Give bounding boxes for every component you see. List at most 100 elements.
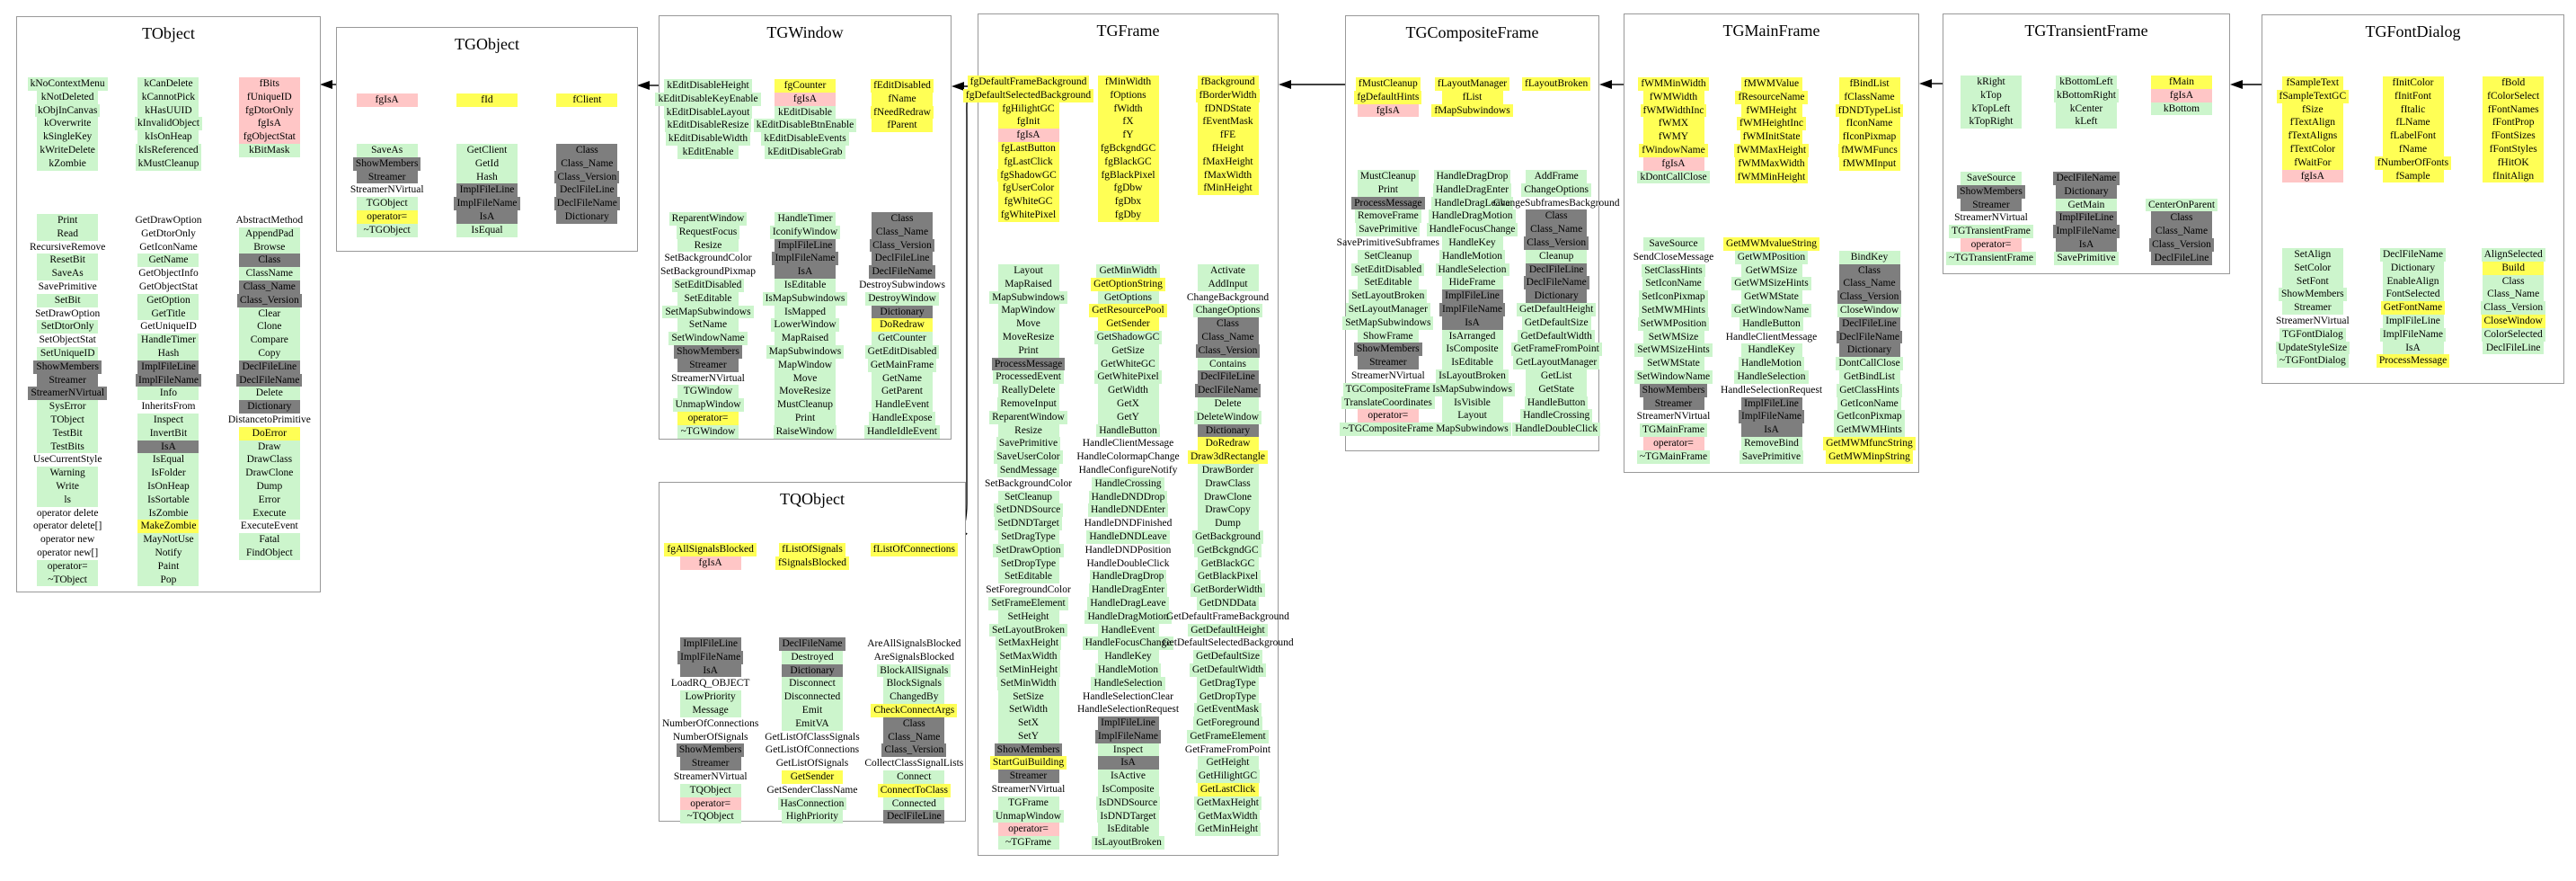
method-label: SetMapSubwindows xyxy=(1342,316,1434,330)
method-label: GetLayoutManager xyxy=(1513,356,1600,369)
members-column: fMWMValue fResourceName fWMHeight fWMHeight… xyxy=(1722,77,1820,184)
method-label: Inspect xyxy=(137,413,199,427)
members-column: fBold fColorSelect fFontNames fFontProp fFon… xyxy=(2463,76,2563,183)
method-label: LowerWindow xyxy=(771,318,839,333)
data-member-entry: fgLastClick xyxy=(997,155,1059,169)
data-member-entry: fLName xyxy=(2382,116,2444,130)
method-label: IsEqual xyxy=(456,223,518,237)
method-label: Class_Version xyxy=(1837,290,1902,304)
method-label: IsEqual xyxy=(137,453,199,467)
method-label: IsMapped xyxy=(775,305,836,319)
method-entry: SendCloseMessage xyxy=(1631,251,1716,264)
method-label: SavePrimitive xyxy=(38,280,97,292)
method-entry: DoRedraw xyxy=(872,318,933,333)
method-entry: SaveAs xyxy=(356,144,418,157)
method-entry: Class xyxy=(1838,263,1900,278)
data-member-entry: fgUserColor xyxy=(997,182,1059,196)
method-entry: GetLastClick xyxy=(1197,783,1259,796)
method-entry: AlignSelected xyxy=(2481,248,2545,262)
method-label: TGFrame xyxy=(997,796,1059,810)
method-entry: HandleDragEnter xyxy=(1088,583,1168,597)
method-label: HandleDragDrop xyxy=(1089,570,1167,584)
data-member-entry: fBold xyxy=(2483,76,2545,90)
data-member-entry: fgIsA xyxy=(238,117,300,131)
method-label: SetMinHeight xyxy=(996,663,1061,677)
members-column: fgAllSignalsBlocked fgIsA xyxy=(659,543,761,570)
method-label: ResetBit xyxy=(37,254,99,268)
method-label: GetMainFrame xyxy=(867,358,937,372)
data-member-label: fgBlackPixel xyxy=(1097,168,1159,182)
members-column: fClient xyxy=(537,93,637,107)
data-member-entry: kHasUUID xyxy=(137,103,199,118)
data-member-label: fHitOK xyxy=(2483,156,2545,170)
method-label: Draw xyxy=(238,440,300,454)
method-entry: TGTransientFrame xyxy=(1949,225,2033,238)
data-member-entry: fgShadowGC xyxy=(997,168,1059,182)
method-label: Disconnect xyxy=(781,677,843,691)
method-entry: Class_Name xyxy=(238,280,300,294)
methods-column: SetAlign SetColor SetFont ShowMembers Stream… xyxy=(2262,248,2363,369)
method-label: SetBackgroundPixmap xyxy=(659,266,757,278)
data-member-entry: fIconPixmap xyxy=(1838,130,1900,144)
method-label: SetColor xyxy=(2281,261,2343,275)
method-label: CheckConnectArgs xyxy=(871,703,958,717)
method-entry: IsLayoutBroken xyxy=(1092,836,1164,850)
members-column: fListOfConnections xyxy=(863,543,965,570)
data-member-label: fgBlackGC xyxy=(1097,155,1159,169)
method-label: AppendPad xyxy=(238,227,300,241)
method-label: Browse xyxy=(238,240,300,254)
method-entry: GetClient xyxy=(456,144,518,157)
method-entry: HandleExpose xyxy=(869,411,935,425)
method-label: HandleSelectionRequest xyxy=(1720,384,1823,396)
method-label: GetSender xyxy=(1097,317,1159,331)
method-label: ShowFrame xyxy=(1357,329,1419,343)
method-entry: AppendPad xyxy=(238,227,300,241)
method-entry: SavePrimitive xyxy=(1739,449,1804,464)
method-entry: StreamerNVirtual xyxy=(2273,315,2352,328)
method-label: HandleDNDLeave xyxy=(1086,529,1170,544)
data-member-entry: kEditDisableWidth xyxy=(665,132,751,146)
method-label: SaveSource xyxy=(1961,172,2022,185)
method-label: IsEditable xyxy=(775,278,836,292)
method-label: Dictionary xyxy=(781,663,843,678)
data-member-label: kNotDeleted xyxy=(37,90,99,104)
method-label: ShowMembers xyxy=(994,743,1063,757)
method-label: Error xyxy=(238,493,300,507)
method-entry: Notify xyxy=(137,546,199,560)
members-column: fBits fUniqueID fgDtorOnly fgIsA fgObjectSta… xyxy=(219,77,320,171)
data-member-label: kObjInCanvas xyxy=(34,103,101,118)
method-label: HandleSelection xyxy=(1091,676,1165,690)
data-member-entry: fgObjectStat xyxy=(238,130,300,144)
method-entry: MapRaised xyxy=(997,277,1059,291)
method-label: DeclFileName xyxy=(1194,384,1261,397)
method-label: UnmapWindow xyxy=(672,398,744,412)
method-entry: Print xyxy=(37,214,99,227)
data-member-label: fgIsA xyxy=(238,117,300,131)
method-label: DeclFileName xyxy=(779,637,845,651)
method-entry: GetListOfSignals xyxy=(774,757,852,770)
method-label: StreamerNVirtual xyxy=(673,770,748,782)
data-member-label: fParent xyxy=(872,119,933,133)
method-label: IsArranged xyxy=(1441,329,1503,343)
method-entry: GetShadowGC xyxy=(1093,330,1163,344)
method-entry: ImplFileLine xyxy=(775,238,836,253)
data-member-entry: kEditDisableHeight xyxy=(664,79,752,93)
method-entry: ImplFileName xyxy=(772,252,838,266)
method-label: SetEditDisabled xyxy=(1351,263,1425,277)
method-label: DeclFileName xyxy=(2053,172,2120,185)
method-entry: IsDNDSource xyxy=(1095,796,1161,810)
method-label: GetCounter xyxy=(872,332,933,345)
method-label: IconifyWindow xyxy=(769,225,841,239)
method-label: operator= xyxy=(1961,237,2022,252)
method-label: IsA xyxy=(456,209,518,224)
method-label: ImplFileName xyxy=(2053,225,2120,238)
method-entry: Dump xyxy=(1197,517,1259,530)
data-member-label: fBindList xyxy=(1838,77,1900,91)
method-entry: IsA xyxy=(2056,237,2117,252)
data-member-label: fSignalsBlocked xyxy=(775,556,849,570)
method-entry: ProcessMessage xyxy=(991,357,1066,371)
method-entry: SetFont xyxy=(2281,274,2343,289)
data-member-label: fName xyxy=(872,92,933,106)
method-entry: SetDNDTarget xyxy=(995,517,1062,530)
method-label: Dictionary xyxy=(2056,184,2117,199)
